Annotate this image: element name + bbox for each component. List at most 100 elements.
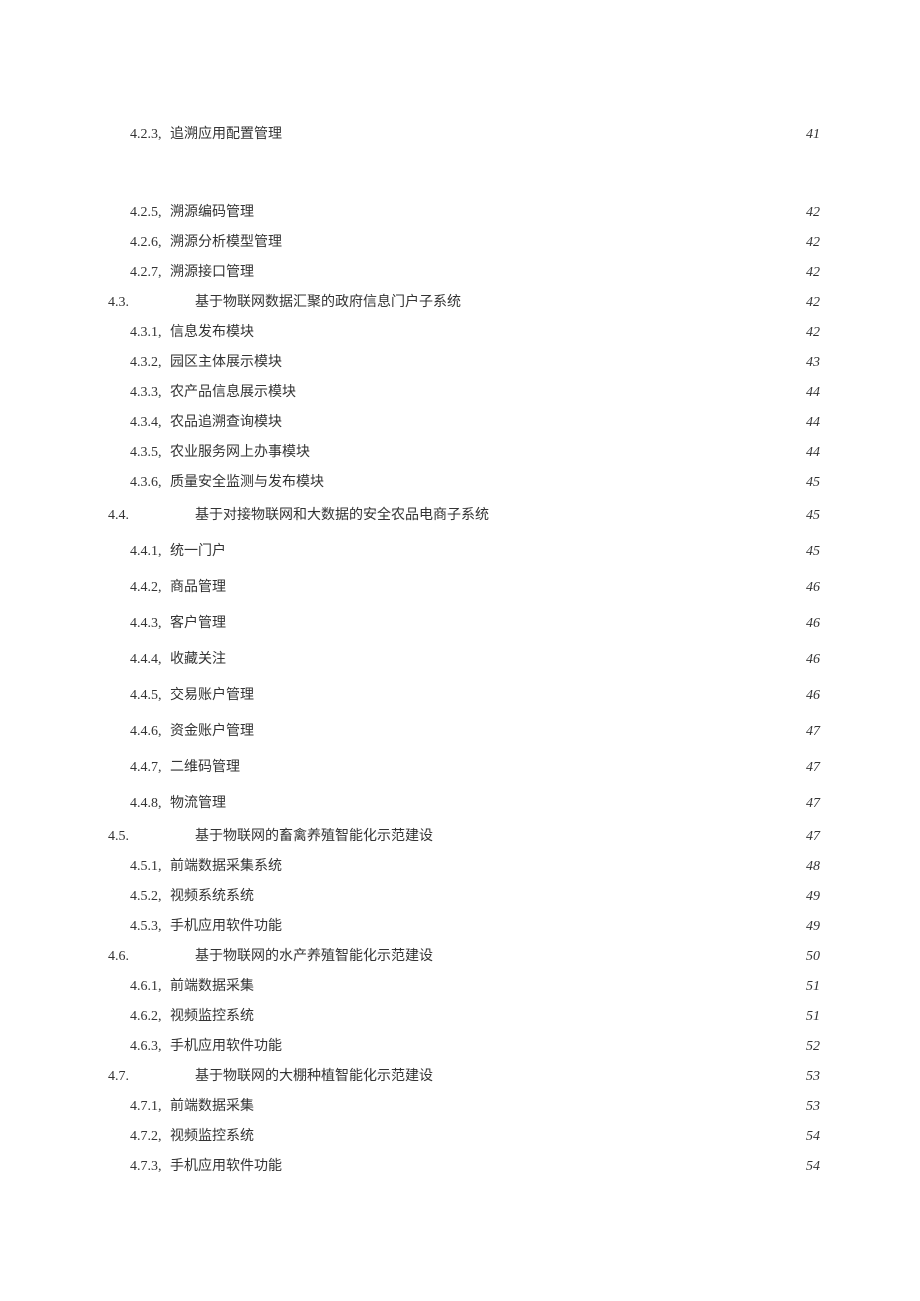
toc-leader-dots (489, 505, 804, 519)
toc-title: 资金账户管理 (170, 714, 254, 750)
toc-leader-dots (254, 262, 804, 276)
toc-page-number: 45 (804, 468, 820, 498)
toc-number: 4.4.8, (100, 786, 170, 822)
toc-leader-dots (254, 976, 804, 990)
toc-leader-dots (254, 1126, 804, 1140)
toc-title: 农业服务网上办事模块 (170, 438, 310, 468)
toc-page-number: 42 (804, 288, 820, 318)
toc-title: 信息发布模块 (170, 318, 254, 348)
toc-entry: 4.6.2,视频监控系统 51 (100, 1002, 820, 1032)
toc-leader-dots (226, 649, 804, 663)
toc-page-number: 44 (804, 408, 820, 438)
toc-leader-dots (240, 757, 804, 771)
toc-leader-dots (226, 541, 804, 555)
toc-title: 农产品信息展示模块 (170, 378, 296, 408)
toc-title: 手机应用软件功能 (170, 912, 282, 942)
toc-title: 二维码管理 (170, 750, 240, 786)
toc-entry: 4.4.5,交易账户管理46 (100, 678, 820, 714)
toc-title: 手机应用软件功能 (170, 1152, 282, 1182)
toc-page-number: 45 (804, 534, 820, 570)
toc-leader-dots (282, 412, 804, 426)
toc-number: 4.4.2, (100, 570, 170, 606)
toc-leader-dots (461, 292, 804, 306)
toc-page-number: 47 (804, 786, 820, 822)
toc-title: 物流管理 (170, 786, 226, 822)
toc-leader-dots (254, 1006, 804, 1020)
toc-leader-dots (226, 793, 804, 807)
toc-entry: 4.2.3,追溯应用配置管理41 (100, 120, 820, 150)
toc-number: 4.7. (100, 1062, 195, 1092)
toc-title: 商品管理 (170, 570, 226, 606)
toc-entry: 4.7.1,前端数据采集53 (100, 1092, 820, 1122)
toc-page-number: 52 (804, 1032, 820, 1062)
toc-page-number: 47 (804, 822, 820, 852)
toc-number: 4.2.3, (100, 120, 170, 150)
toc-title: 统一门户 (170, 534, 226, 570)
toc-entry: 4.4.8,物流管理 47 (100, 786, 820, 822)
toc-title: 溯源接口管理 (170, 258, 254, 288)
toc-number: 4.6.1, (100, 972, 170, 1002)
toc-leader-dots (310, 442, 804, 456)
toc-page-number: 42 (804, 198, 820, 228)
toc-leader-dots (282, 232, 804, 246)
toc-entry: 4.4.7,二维码管理 47 (100, 750, 820, 786)
toc-leader-dots (282, 352, 804, 366)
toc-number: 4.3.3, (100, 378, 170, 408)
toc-entry: 4.3.1,信息发布模块42 (100, 318, 820, 348)
toc-page-number: 43 (804, 348, 820, 378)
toc-entry: 4.3.5,农业服务网上办事模块44 (100, 438, 820, 468)
toc-entry: 4.6.3,手机应用软件功能 52 (100, 1032, 820, 1062)
toc-number: 4.4.4, (100, 642, 170, 678)
toc-page-number: 46 (804, 570, 820, 606)
toc-entry: 4.7.3,手机应用软件功能54 (100, 1152, 820, 1182)
toc-number: 4.4.6, (100, 714, 170, 750)
toc-leader-dots (254, 202, 804, 216)
toc-leader-dots (282, 124, 804, 138)
toc-number: 4.2.6, (100, 228, 170, 258)
toc-page-number: 51 (804, 1002, 820, 1032)
toc-page-number: 54 (804, 1152, 820, 1182)
toc-title: 交易账户管理 (170, 678, 254, 714)
toc-leader-dots (433, 946, 804, 960)
toc-title: 基于物联网的水产养殖智能化示范建设 (195, 942, 433, 972)
toc-title: 视频监控系统 (170, 1122, 254, 1152)
toc-number: 4.7.1, (100, 1092, 170, 1122)
toc-title: 农品追溯查询模块 (170, 408, 282, 438)
toc-page-number: 42 (804, 228, 820, 258)
toc-leader-dots (254, 886, 804, 900)
toc-title: 前端数据采集系统 (170, 852, 282, 882)
toc-leader-dots (226, 577, 804, 591)
toc-leader-dots (433, 826, 804, 840)
toc-title: 质量安全监测与发布模块 (170, 468, 324, 498)
toc-number: 4.4. (100, 498, 195, 534)
toc-title: 前端数据采集 (170, 1092, 254, 1122)
toc-number: 4.6.3, (100, 1032, 170, 1062)
toc-entry: 4.3.4,农品追溯查询模块44 (100, 408, 820, 438)
toc-title: 收藏关注 (170, 642, 226, 678)
toc-number: 4.5. (100, 822, 195, 852)
toc-leader-dots (282, 1036, 804, 1050)
toc-entry: 4.6.基于物联网的水产养殖智能化示范建设50 (100, 942, 820, 972)
toc-title: 园区主体展示模块 (170, 348, 282, 378)
toc-leader-dots (282, 916, 804, 930)
toc-title: 视频系统系统 (170, 882, 254, 912)
toc-leader-dots (324, 472, 804, 486)
toc-page-number: 44 (804, 438, 820, 468)
toc-number: 4.4.5, (100, 678, 170, 714)
toc-leader-dots (282, 1156, 804, 1170)
toc-page-number: 42 (804, 258, 820, 288)
toc-number: 4.4.3, (100, 606, 170, 642)
toc-entry: 4.3.基于物联网数据汇聚的政府信息门户子系统42 (100, 288, 820, 318)
toc-title: 手机应用软件功能 (170, 1032, 282, 1062)
toc-page-number: 42 (804, 318, 820, 348)
toc-number: 4.6.2, (100, 1002, 170, 1032)
toc-entry: 4.6.1,前端数据采集51 (100, 972, 820, 1002)
toc-number: 4.4.7, (100, 750, 170, 786)
toc-page-number: 41 (804, 120, 820, 150)
toc-spaced-block: 4.4.基于对接物联网和大数据的安全农品电商子系统454.4.1,统一门户454… (100, 498, 820, 822)
toc-page-number: 49 (804, 882, 820, 912)
toc-page-number: 47 (804, 750, 820, 786)
toc-page-number: 51 (804, 972, 820, 1002)
toc-entry: 4.5.3,手机应用软件功能49 (100, 912, 820, 942)
toc-title: 视频监控系统 (170, 1002, 254, 1032)
